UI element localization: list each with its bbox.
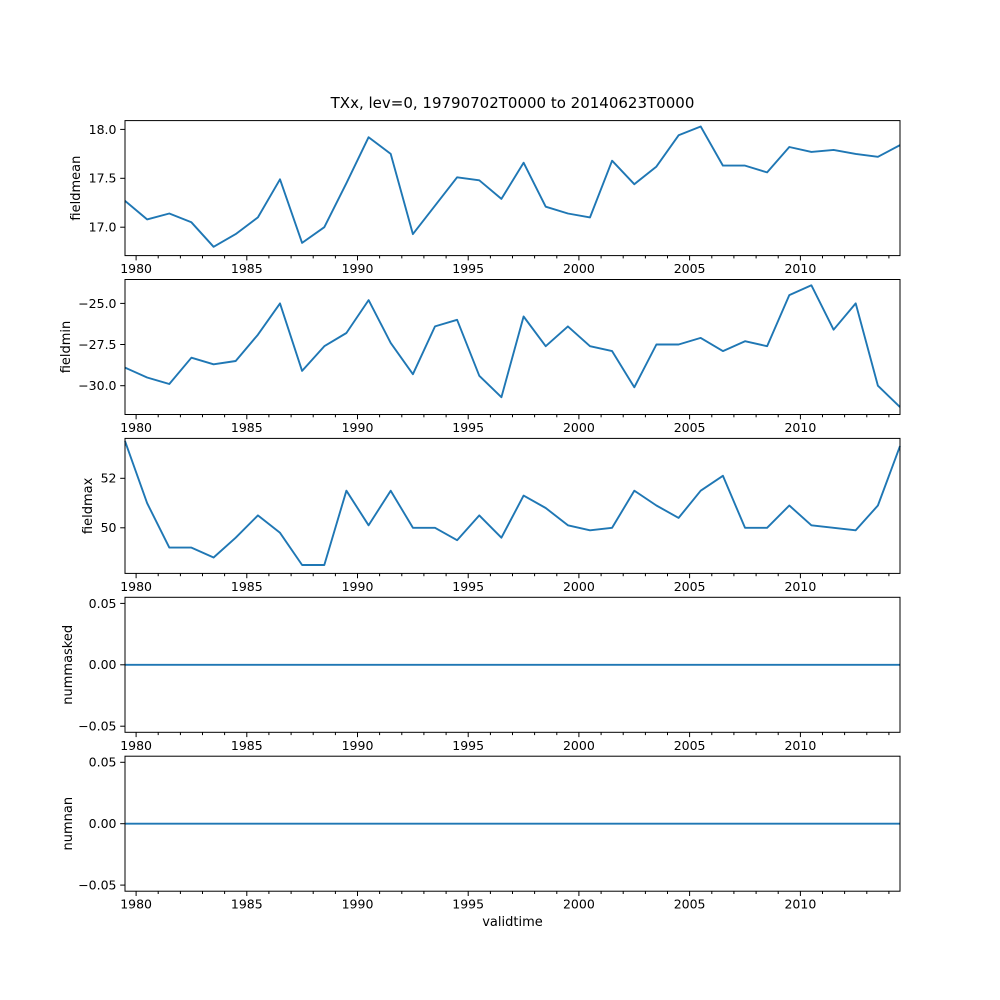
x-tick-label: 1995 (452, 420, 484, 435)
subplot-numnan: 1980 1985 1990 1995 2000 2005 2010 −0.05 0.00 0.0… (61, 755, 901, 912)
x-tick-label: 1985 (231, 579, 263, 594)
y-tick-label: 17.5 (89, 171, 117, 186)
x-tick-label: 1990 (342, 897, 374, 912)
x-tick-label: 1985 (231, 738, 263, 753)
subplot-nummasked: 1980 1985 1990 1995 2000 2005 2010 −0.05 0.00 0.0… (61, 596, 901, 753)
x-tick-label: 2010 (784, 579, 816, 594)
y-tick-label: −30.0 (78, 378, 116, 393)
y-axis-label-fieldmean: fieldmean (69, 156, 84, 221)
y-tick-label: −25.0 (78, 296, 116, 311)
x-tick-label: 2000 (563, 897, 595, 912)
fieldmin-line (124, 284, 901, 408)
y-axis-label-fieldmax: fieldmax (81, 477, 96, 534)
x-tick-label: 2010 (784, 261, 816, 276)
fieldmean-line (124, 125, 901, 248)
x-tick-label: 1980 (120, 738, 152, 753)
y-tick-label: 0.00 (89, 657, 117, 672)
x-tick-label: 2000 (563, 420, 595, 435)
x-tick-label: 1995 (452, 579, 484, 594)
x-tick-label: 2010 (784, 897, 816, 912)
x-tick-label: 1985 (231, 261, 263, 276)
y-tick-label: 0.05 (89, 755, 117, 770)
x-tick-label: 2005 (674, 579, 706, 594)
subplot-fieldmin: 1980 1985 1990 1995 2000 2005 2010 −30.0 −27.5 −2… (59, 279, 901, 435)
x-tick-label: 2010 (784, 738, 816, 753)
x-tick-label: 1995 (452, 261, 484, 276)
y-axis-label-nummasked: nummasked (61, 625, 76, 705)
x-tick-label: 1990 (342, 579, 374, 594)
x-tick-label: 1990 (342, 261, 374, 276)
y-tick-label: 18.0 (89, 122, 117, 137)
y-tick-label: 50 (101, 520, 117, 535)
y-axis-label-numnan: numnan (61, 797, 76, 851)
x-tick-label: 2005 (674, 738, 706, 753)
x-axis-label: validtime (482, 915, 543, 930)
x-tick-label: 2010 (784, 420, 816, 435)
subplot-fieldmax: 1980 1985 1990 1995 2000 2005 2010 50 52 fieldmax (81, 437, 901, 594)
y-tick-label: −27.5 (78, 337, 116, 352)
y-axis-label-fieldmin: fieldmin (59, 321, 74, 374)
x-tick-label: 1990 (342, 738, 374, 753)
figure-title: TXx, lev=0, 19790702T0000 to 20140623T00… (330, 94, 695, 112)
subplot-fieldmean: 1980 1985 1990 1995 2000 2005 2010 17.0 17.5 18.0… (69, 120, 901, 276)
x-tick-label: 2000 (563, 261, 595, 276)
axes-frame (124, 279, 901, 415)
fieldmax-line (124, 440, 901, 566)
x-tick-label: 1980 (120, 420, 152, 435)
axes-frame (124, 120, 901, 257)
x-tick-label: 2000 (563, 738, 595, 753)
x-tick-label: 2000 (563, 579, 595, 594)
x-tick-label: 2005 (674, 261, 706, 276)
y-tick-label: −0.05 (78, 877, 116, 892)
y-tick-label: 0.00 (89, 816, 117, 831)
x-tick-label: 1985 (231, 420, 263, 435)
x-tick-label: 2005 (674, 897, 706, 912)
x-tick-label: 1985 (231, 897, 263, 912)
axes-frame (124, 437, 901, 574)
x-tick-label: 1980 (120, 261, 152, 276)
y-tick-label: 52 (101, 471, 117, 486)
x-tick-label: 1990 (342, 420, 374, 435)
x-tick-label: 1995 (452, 897, 484, 912)
x-tick-label: 1980 (120, 897, 152, 912)
y-tick-label: −0.05 (78, 719, 116, 734)
x-tick-label: 2005 (674, 420, 706, 435)
x-tick-label: 1980 (120, 579, 152, 594)
y-tick-label: 17.0 (89, 220, 117, 235)
y-tick-label: 0.05 (89, 596, 117, 611)
x-tick-label: 1995 (452, 738, 484, 753)
